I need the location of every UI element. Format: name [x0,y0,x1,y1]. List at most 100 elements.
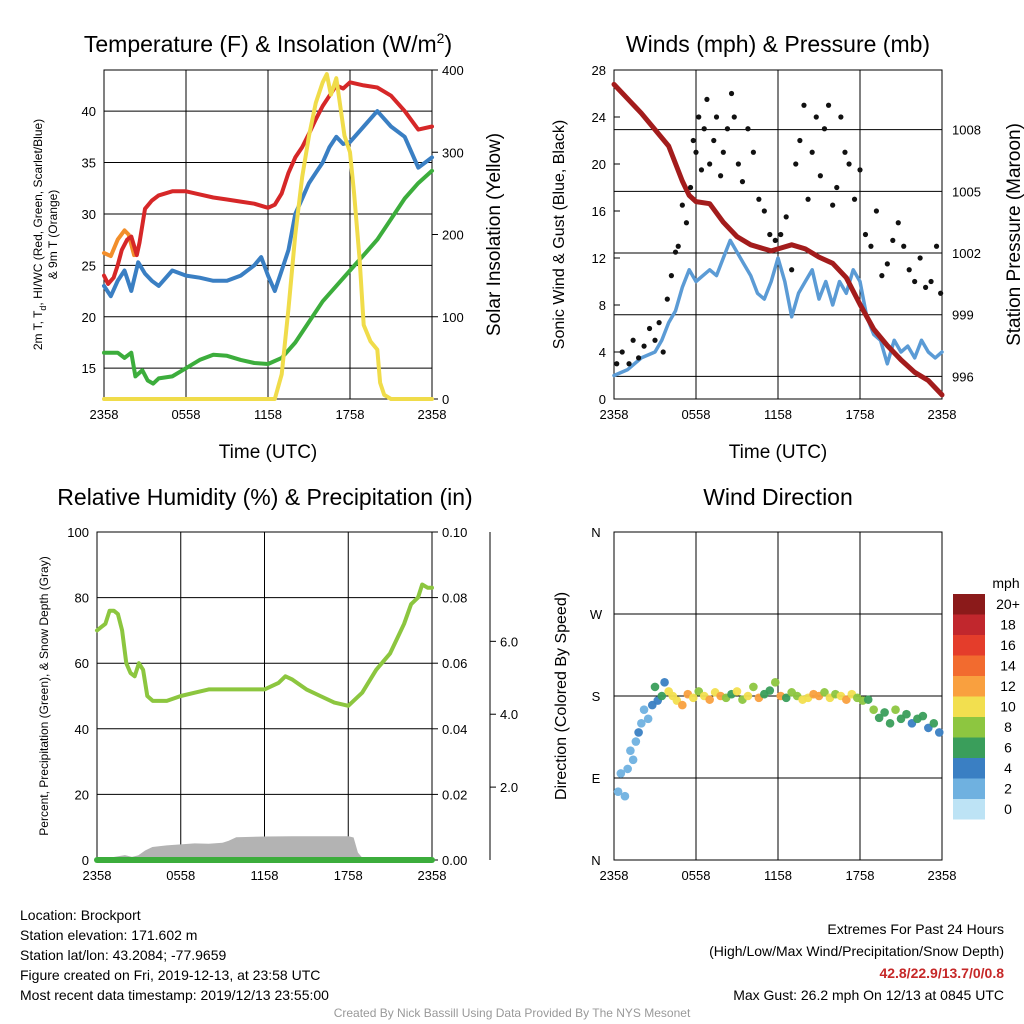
gust-point [801,102,807,108]
legend-swatch [953,614,985,635]
legend-swatch [953,799,985,820]
gust-point [626,361,632,367]
gust-point [711,137,717,144]
legend-title: mph [992,575,1019,591]
temp-series-line-3 [102,168,434,386]
gust-point [720,149,726,155]
insolation-tick-label: 400 [442,63,464,78]
gust-point [739,179,746,185]
direction-point [626,746,635,755]
temp-x-tick-label: 0558 [172,407,201,422]
direction-point [628,755,638,765]
wind-x-tick-label: 1158 [764,407,792,422]
wind-x-tick-label: 2358 [600,407,629,422]
direction-point [688,693,698,703]
direction-point [934,728,944,737]
humidity-x-tick-label: 0558 [166,868,195,883]
credit-line: Created By Nick Bassill Using Data Provi… [333,1006,691,1020]
precip-tick-label: 0.06 [442,656,467,671]
gust-point [917,255,923,261]
snow-depth-area [96,836,432,862]
gust-point [825,102,832,108]
snow-tick-label: 2.0 [500,780,518,795]
direction-point [637,719,646,728]
gust-point [901,243,907,249]
insolation-axis-label: Solar Insolation (Yellow) [484,133,505,336]
direction-point [650,682,660,692]
gust-point [660,349,666,355]
legend-swatch [953,778,985,799]
direction-point [643,714,653,724]
gust-point [707,161,713,167]
temp-ylabel-sub: d [38,306,48,311]
gust-point [778,231,784,238]
humidity-x-tick-label: 2358 [83,868,112,883]
direction-point [929,719,939,728]
direction-x-tick-label: 2358 [928,868,957,883]
legend-label: 18 [1000,617,1016,633]
gust-point [698,167,705,173]
temp-series-line-2 [102,109,434,299]
legend-label: 14 [1000,658,1016,674]
direction-tick-label: S [592,689,601,704]
max-gust: Max Gust: 26.2 mph On 12/13 at 0845 UTC [733,987,1004,1003]
temp-series-line-4 [102,72,434,401]
direction-chart-title: Wind Direction [703,484,853,510]
direction-point [623,764,632,774]
direction-point [631,737,641,746]
temp-y-axis-label-line2: & 9m T (Orange) [46,190,60,280]
wind-y-tick-label: 8 [599,298,606,313]
humidity-x-tick-label: 1158 [251,868,279,883]
temp-y-tick-label: 30 [82,207,96,222]
gust-point [675,243,681,249]
direction-point [749,682,758,692]
direction-point [678,700,687,710]
direction-point [765,686,775,695]
wind-series-line-1 [611,81,945,398]
extremes-panel: Extremes For Past 24 Hours (High/Low/Max… [709,918,1004,1006]
pressure-tick-label: 999 [952,308,974,323]
gust-point [731,114,737,120]
direction-point [869,705,878,714]
direction-x-tick-label: 0558 [682,868,711,883]
humidity-series-line-1 [95,582,434,708]
gust-point [683,220,690,226]
direction-point [657,691,667,701]
direction-point [613,787,623,796]
wind-y-tick-label: 16 [592,204,606,219]
insolation-tick-label: 200 [442,228,464,243]
temp-x-tick-label: 1158 [254,407,282,422]
temp-y-axis-label: 2m T, Td, HI/WC (Red, Green, Scarlet/Blu… [31,119,48,350]
legend-label: 6 [1004,740,1012,756]
pressure-tick-label: 1002 [952,246,981,261]
gust-point [656,320,662,326]
humidity-y-tick-label: 0 [82,853,89,868]
gust-point [718,173,724,179]
gust-point [750,149,757,155]
station-location: Location: Brockport [20,907,141,923]
gust-point [938,290,944,296]
precip-tick-label: 0.08 [442,591,467,606]
direction-y-axis-label: Direction (Colored By Speed) [553,592,570,800]
gust-point [789,267,795,273]
direction-x-tick-label: 1758 [846,868,875,883]
gust-point [668,273,675,279]
precip-tick-label: 0.04 [442,722,467,737]
humidity-y-tick-label: 100 [67,525,89,540]
gust-point [923,284,929,290]
direction-point [880,708,889,717]
gust-point [652,337,658,343]
direction-point [885,719,895,728]
pressure-tick-label: 996 [952,369,974,384]
wind-y-tick-label: 24 [592,110,606,125]
temp-y-tick-label: 40 [82,104,96,119]
extremes-values: 42.8/22.9/13.7/0/0.8 [879,965,1004,981]
direction-point [874,713,884,723]
legend-label: 4 [1004,760,1012,776]
direction-point [891,705,900,714]
humidity-chart: 0 20 40 60 80 100 0.00 0.02 0.04 0.06 0.08 0.10 2.0 4… [37,484,518,883]
gust-point [728,90,735,97]
pressure-axis-label: Station Pressure (Maroon) [1004,123,1024,346]
direction-point [842,695,851,704]
